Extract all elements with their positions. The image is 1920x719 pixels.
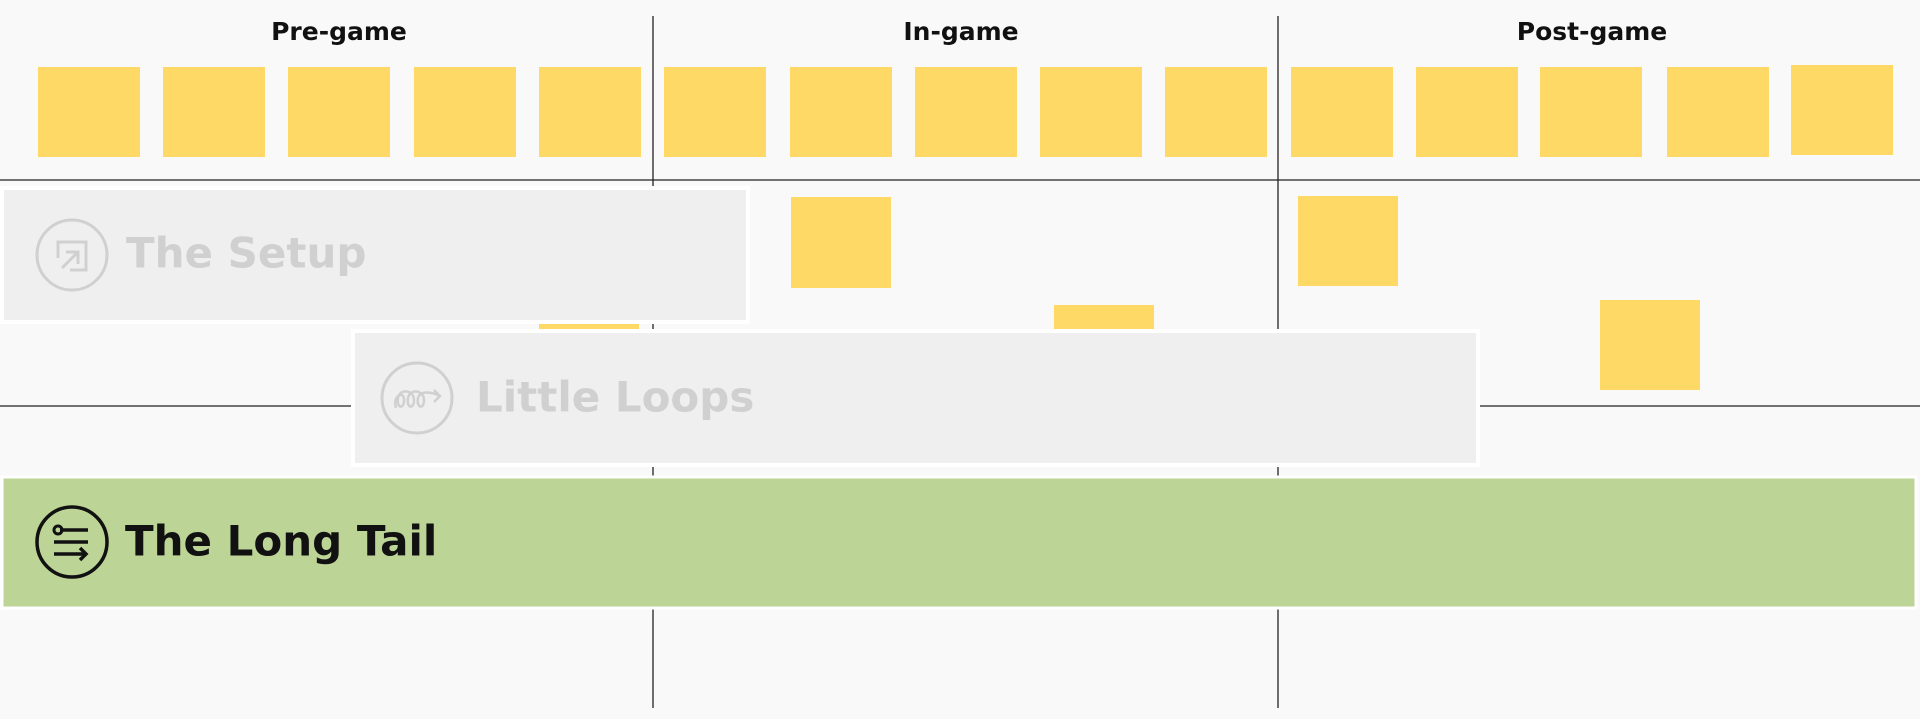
sticky-note	[915, 67, 1017, 157]
band-box	[351, 329, 1480, 467]
sticky-note	[1600, 300, 1700, 390]
band-icon-glyph	[393, 389, 442, 409]
column-header: In-game	[903, 17, 1018, 46]
sticky-note	[1416, 67, 1518, 157]
sticky-note	[1540, 67, 1642, 157]
sticky-note	[790, 67, 892, 157]
band-icon-glyph	[56, 240, 88, 272]
band-icon-glyph	[52, 524, 64, 536]
sticky-note	[1040, 67, 1142, 157]
band-label: The Long Tail	[125, 517, 437, 566]
band-icon-glyph	[54, 528, 89, 562]
column-header: Post-game	[1517, 17, 1667, 46]
sticky-note	[1165, 67, 1267, 157]
sticky-note	[414, 67, 516, 157]
sticky-note	[664, 67, 766, 157]
sticky-note	[38, 67, 140, 157]
band-setup: The Setup	[0, 186, 750, 324]
column-header: Pre-game	[271, 17, 407, 46]
sticky-note	[539, 67, 641, 157]
band-box	[0, 186, 750, 324]
band-box	[0, 475, 1918, 610]
sticky-note	[1298, 196, 1398, 286]
sticky-note	[791, 197, 891, 288]
band-loops: Little Loops	[351, 329, 1480, 467]
sticky-note	[288, 67, 390, 157]
band-long-tail: The Long Tail	[0, 475, 1918, 610]
band-label: Little Loops	[476, 373, 754, 422]
band-icon	[35, 218, 109, 292]
sticky-note	[1291, 67, 1393, 157]
band-icon	[380, 361, 454, 435]
sticky-note	[1791, 65, 1893, 155]
sticky-note	[1667, 67, 1769, 157]
sticky-note	[163, 67, 265, 157]
band-icon	[35, 505, 109, 579]
band-label: The Setup	[126, 229, 366, 278]
